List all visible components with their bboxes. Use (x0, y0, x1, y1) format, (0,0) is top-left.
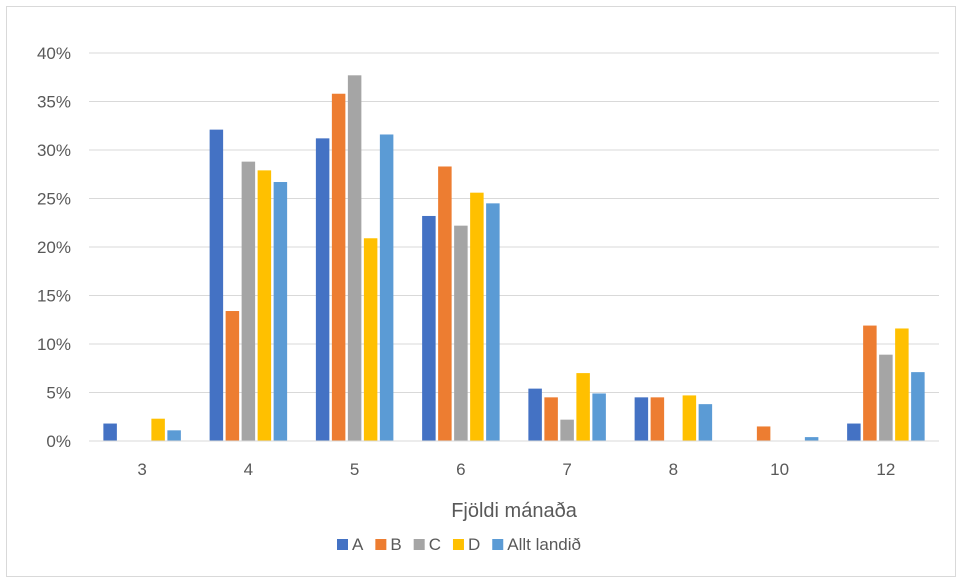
x-tick-label: 3 (137, 460, 146, 479)
bar-6-d (470, 192, 484, 441)
y-tick-label: 15% (37, 287, 71, 306)
bar-7-allt-landið (592, 393, 606, 441)
bar-6-c (454, 225, 468, 441)
bar-6-b (438, 166, 452, 442)
x-tick-label: 7 (562, 460, 571, 479)
bar-4-a (209, 129, 224, 441)
bar-4-allt-landið (273, 182, 288, 441)
y-tick-label: 0% (46, 432, 71, 451)
bar-12-b (863, 325, 877, 441)
bar-5-b (331, 93, 346, 442)
bar-8-d (682, 395, 697, 441)
legend-swatch (492, 539, 504, 550)
y-tick-label: 30% (37, 141, 71, 160)
bar-12-allt-landið (911, 372, 925, 441)
bar-7-b (544, 397, 558, 441)
legend-label: Allt landið (507, 535, 581, 554)
bar-12-d (895, 328, 909, 441)
bar-4-c (241, 161, 256, 441)
bar-12-c (879, 354, 893, 441)
bar-10-b (756, 426, 771, 441)
x-tick-label: 6 (456, 460, 465, 479)
y-tick-label: 40% (37, 44, 71, 63)
bar-4-b (225, 311, 240, 441)
y-tick-label: 25% (37, 190, 71, 209)
legend-swatch (337, 539, 348, 550)
x-tick-label: 12 (876, 460, 895, 479)
x-tick-label: 4 (244, 460, 253, 479)
legend-swatch (452, 539, 464, 550)
legend-label: A (352, 535, 364, 554)
bar-8-allt-landið (698, 404, 713, 441)
bar-6-a (422, 215, 436, 441)
legend: A B C D Allt landið (337, 535, 581, 554)
bar-5-d (363, 238, 378, 441)
x-tick-label: 5 (350, 460, 359, 479)
y-tick-label: 10% (37, 335, 71, 354)
bars (103, 75, 925, 442)
y-tick-label: 20% (37, 238, 71, 257)
bar-5-a (315, 138, 330, 442)
bar-12-a (847, 423, 861, 441)
legend-label: B (390, 535, 401, 554)
bar-10-allt-landið (804, 437, 819, 441)
bar-chart: 0% 5% 10% 15% 20% 25% 30% 35% 40% 3 4 5 6 7 8 10 12 Fjö… (37, 44, 939, 554)
bar-4-d (257, 170, 272, 441)
bar-7-c (560, 419, 574, 441)
bar-3-a (103, 423, 117, 441)
legend-label: D (468, 535, 480, 554)
chart-frame: 0% 5% 10% 15% 20% 25% 30% 35% 40% 3 4 5 6 7 8 10 12 Fjö… (6, 6, 956, 577)
y-tick-label: 35% (37, 93, 71, 112)
bar-5-allt-landið (379, 134, 394, 441)
legend-swatch (375, 539, 387, 550)
bar-8-b (650, 397, 665, 441)
bar-7-a (528, 388, 542, 441)
bar-6-allt-landið (486, 203, 500, 441)
legend-label: C (429, 535, 441, 554)
bar-8-a (634, 397, 649, 441)
bar-3-allt-landið (167, 430, 181, 441)
bar-3-d (151, 418, 165, 441)
bar-7-d (576, 373, 590, 441)
x-tick-label: 8 (669, 460, 678, 479)
legend-swatch (413, 539, 425, 550)
x-tick-label: 10 (770, 460, 789, 479)
bar-5-c (347, 75, 362, 441)
y-tick-label: 5% (46, 384, 71, 403)
y-axis-tick-labels: 0% 5% 10% 15% 20% 25% 30% 35% 40% (37, 44, 71, 451)
x-axis-tick-labels: 3 4 5 6 7 8 10 12 (137, 460, 895, 479)
x-axis-title: Fjöldi mánaða (451, 500, 578, 522)
